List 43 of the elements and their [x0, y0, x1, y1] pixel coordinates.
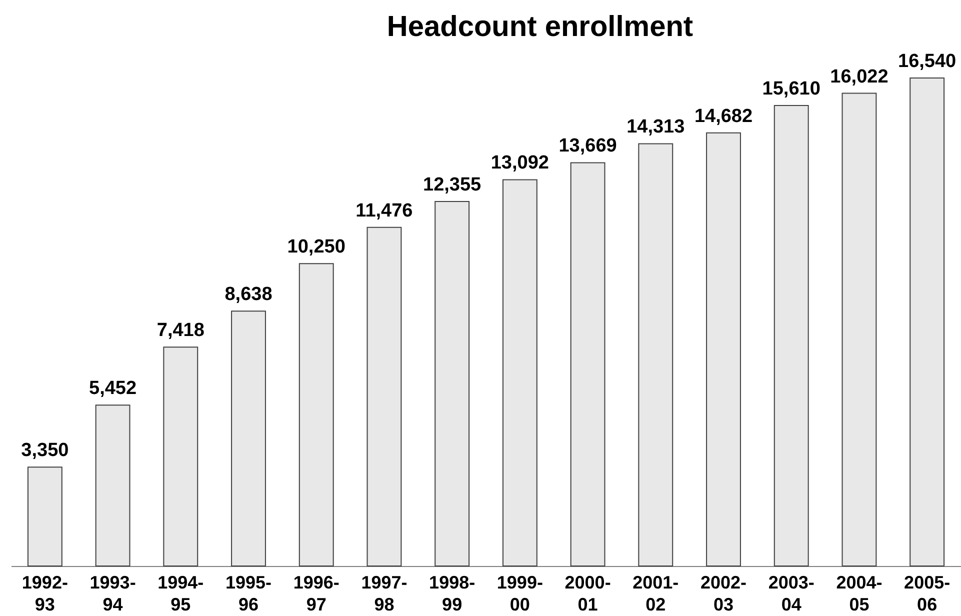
x-tick-label: 2004-05 [836, 572, 882, 614]
bar [298, 263, 334, 566]
x-tick-label: 1999-00 [496, 572, 543, 614]
chart-title: Headcount enrollment [386, 11, 694, 43]
data-label: 3,350 [21, 440, 69, 462]
data-label: 14,682 [694, 106, 753, 127]
bar [706, 132, 741, 566]
data-label: 5,452 [89, 378, 137, 400]
bar [27, 466, 62, 566]
bar [842, 92, 877, 566]
data-label: 8,638 [224, 284, 272, 306]
x-tick-label: 2000-01 [564, 572, 611, 614]
data-label: 16,540 [898, 51, 956, 72]
bar [774, 104, 809, 566]
data-label: 11,476 [356, 200, 413, 222]
x-tick-label: 2002-03 [700, 572, 747, 614]
bar [163, 346, 198, 566]
x-tick-label: 2005-06 [904, 572, 950, 614]
bar [95, 404, 130, 566]
data-label: 12,355 [423, 174, 482, 196]
x-tick-label: 1993-94 [90, 572, 136, 614]
bar [910, 78, 945, 566]
bar [502, 179, 538, 566]
bar [231, 310, 266, 566]
x-tick-label: 2001-02 [632, 572, 679, 614]
x-tick-label: 1998-99 [429, 572, 476, 614]
data-label: 16,022 [830, 66, 888, 88]
data-label: 13,092 [490, 152, 549, 174]
data-label: 7,418 [156, 320, 204, 342]
x-tick-label: 1994-95 [158, 572, 204, 614]
x-tick-label: 1997-98 [361, 572, 408, 614]
x-tick-label: 1996-97 [293, 572, 340, 614]
x-tick-label: 2003-04 [768, 572, 814, 614]
bar [366, 226, 402, 566]
bar [434, 200, 470, 566]
data-label: 15,610 [762, 78, 820, 100]
data-label: 13,669 [558, 136, 617, 157]
data-label: 10,250 [287, 236, 346, 258]
bar [570, 162, 606, 566]
data-label: 14,313 [626, 116, 685, 138]
bar [638, 143, 674, 566]
x-tick-label: 1992-93 [22, 572, 68, 614]
x-tick-label: 1995-96 [225, 572, 272, 614]
